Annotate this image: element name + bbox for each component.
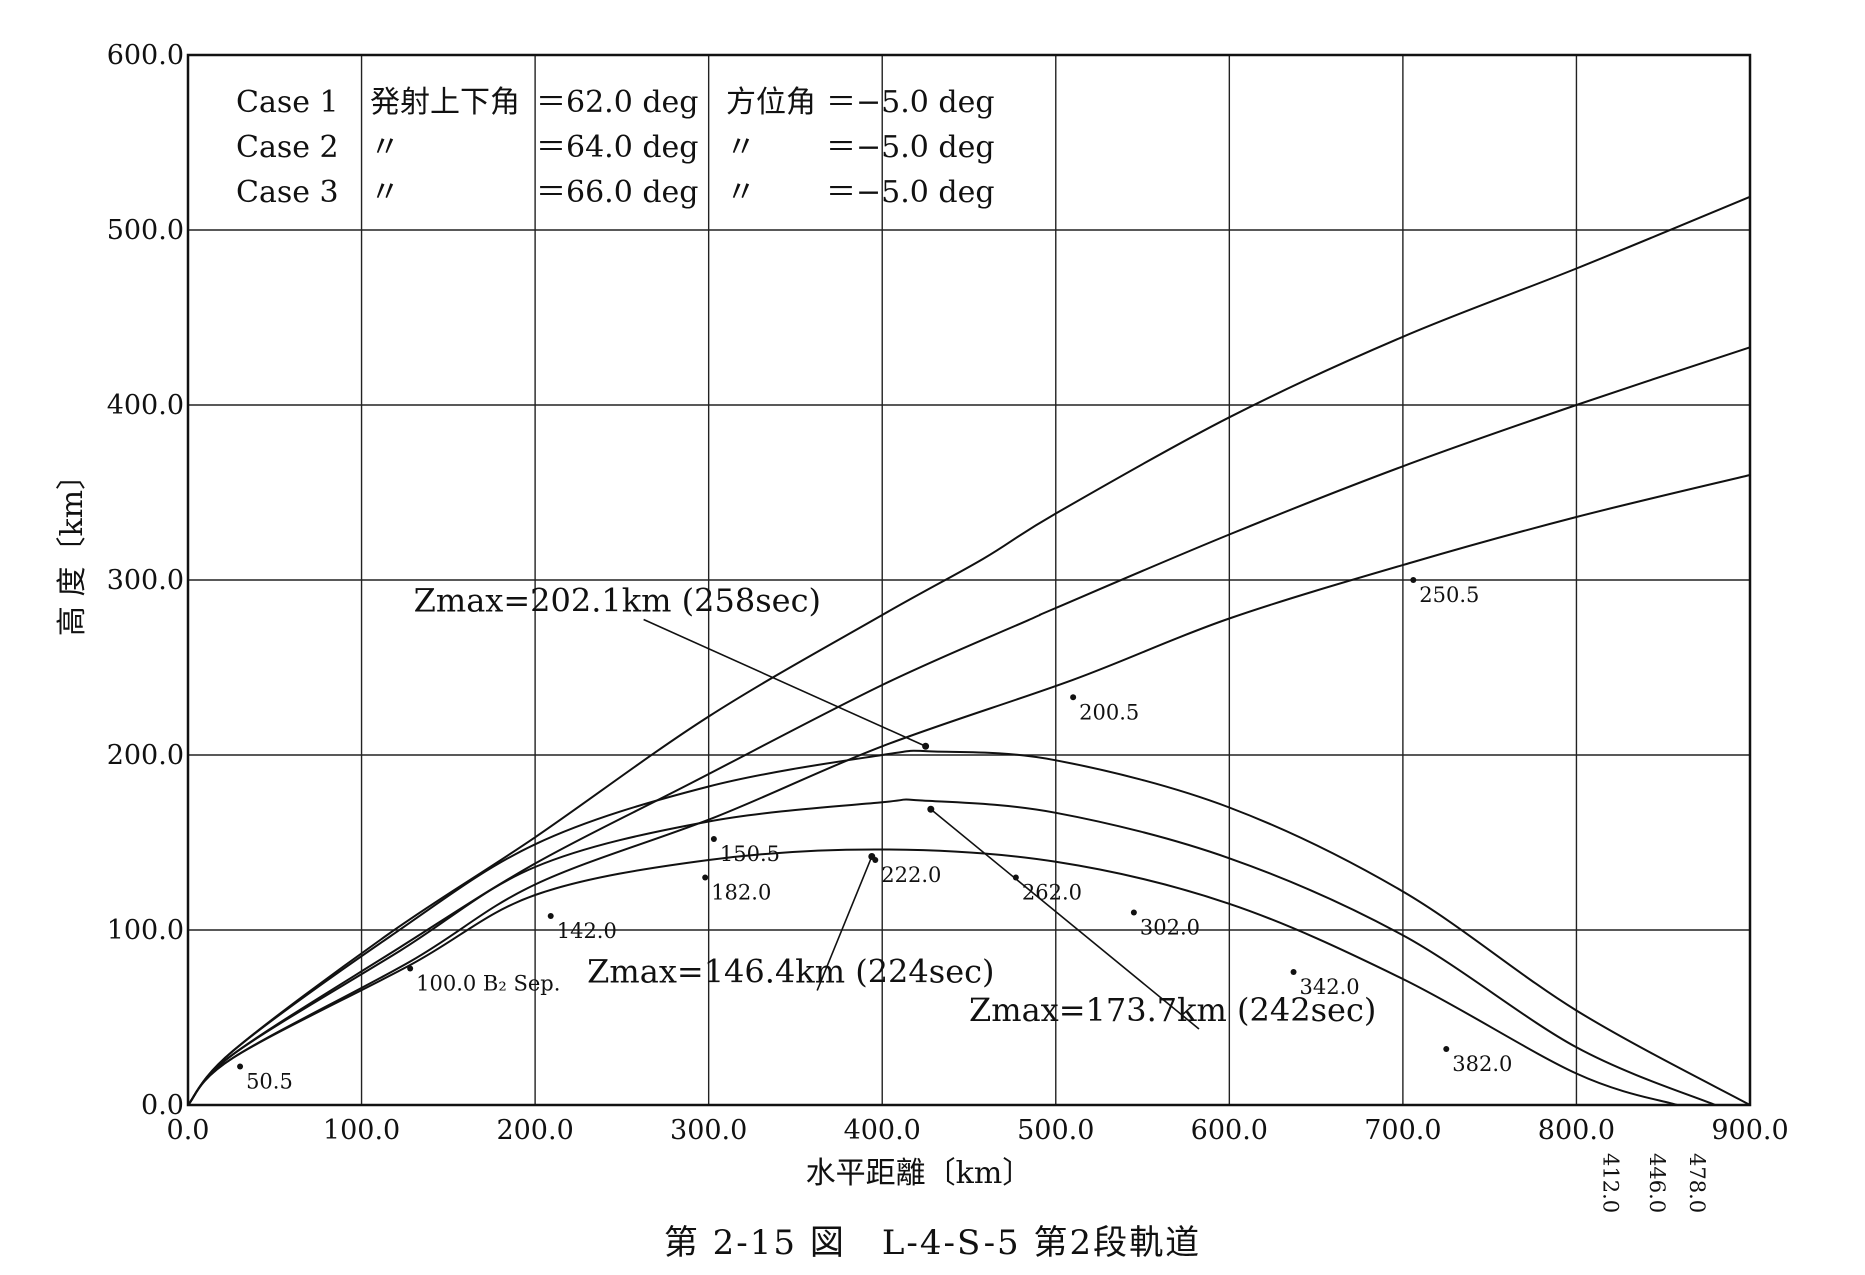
x-tick-label: 400.0 <box>844 1115 921 1146</box>
zmax-annotation: Zmax=202.1km (258sec) <box>414 582 821 620</box>
trajectory-line <box>187 474 1751 1106</box>
time-mark-point <box>702 874 709 881</box>
legend-elevation-value: ＝64.0 deg <box>536 130 699 165</box>
time-mark-point <box>1070 694 1077 701</box>
y-axis-ticks: 0.0 100.0 200.0 300.0 400.0 500.0 600.0 <box>107 40 184 1121</box>
annotation-arrow <box>930 808 1200 1030</box>
impact-label: 412.0 <box>1598 1153 1622 1213</box>
impact-label: 478.0 <box>1685 1153 1709 1213</box>
time-mark-label: 142.0 <box>557 919 617 943</box>
time-mark-label: 342.0 <box>1300 975 1360 999</box>
legend: Case 1 発射上下角 ＝62.0 deg 方位角 ＝−5.0 deg Case 2 〃 ＝… <box>236 85 995 210</box>
figure-caption: 第 2-15 図 L-4-S-5 第2段軌道 <box>663 1223 1202 1263</box>
y-tick-label: 400.0 <box>107 390 184 421</box>
time-mark-point <box>1410 577 1417 583</box>
grid <box>187 54 1751 1106</box>
legend-azimuth-value: ＝−5.0 deg <box>826 175 995 210</box>
legend-case: Case 2 <box>236 130 339 165</box>
time-mark-point <box>237 1063 244 1070</box>
time-mark-label: 382.0 <box>1452 1052 1512 1076</box>
x-tick-label: 500.0 <box>1017 1115 1094 1146</box>
annotation-arrow-head <box>868 853 876 860</box>
x-tick-label: 900.0 <box>1711 1115 1788 1146</box>
x-tick-label: 0.0 <box>167 1115 210 1146</box>
time-marks: 50.5 100.0 B₂ Sep. 142.0 150.5 182.0 222.0 262… <box>237 577 1512 1094</box>
x-axis-ticks: 0.0 100.0 200.0 300.0 400.0 500.0 600.0 700.0 80… <box>167 1115 1789 1146</box>
time-mark-point <box>1443 1046 1450 1052</box>
x-axis-title: 水平距離〔km〕 <box>806 1156 1033 1191</box>
y-tick-label: 600.0 <box>107 40 184 71</box>
annotations: Zmax=202.1km (258sec) Zmax=146.4km (224se… <box>414 582 1376 1030</box>
legend-azimuth-label: 〃 <box>726 130 756 165</box>
time-mark-label: 200.5 <box>1079 700 1139 724</box>
annotation-arrow-head <box>927 805 935 813</box>
time-mark-point <box>407 965 414 972</box>
trajectory-line <box>187 749 1751 1106</box>
time-mark-label: 50.5 <box>246 1070 293 1094</box>
zmax-annotation: Zmax=146.4km (224sec) <box>587 953 994 991</box>
time-mark-point <box>710 836 717 842</box>
impact-labels: 412.0 446.0 478.0 <box>1598 1153 1709 1213</box>
impact-label: 446.0 <box>1645 1153 1669 1213</box>
annotation-arrow-head <box>922 742 930 750</box>
x-tick-label: 100.0 <box>323 1115 400 1146</box>
legend-azimuth-value: ＝−5.0 deg <box>826 85 995 120</box>
legend-elevation-label: 〃 <box>370 130 400 165</box>
x-tick-label: 700.0 <box>1364 1115 1441 1146</box>
trajectory-line <box>187 195 1751 1106</box>
time-mark-point <box>1012 874 1019 881</box>
y-tick-label: 100.0 <box>107 915 184 946</box>
x-tick-label: 800.0 <box>1538 1115 1615 1146</box>
y-tick-label: 200.0 <box>107 740 184 771</box>
time-mark-point <box>547 913 554 919</box>
legend-case: Case 3 <box>236 175 339 210</box>
x-tick-label: 200.0 <box>496 1115 573 1146</box>
legend-case: Case 1 <box>236 85 339 120</box>
legend-elevation-label: 発射上下角 <box>370 85 520 120</box>
trajectory-line <box>187 346 1751 1106</box>
x-tick-label: 300.0 <box>670 1115 747 1146</box>
zmax-annotation: Zmax=173.7km (242sec) <box>969 991 1376 1029</box>
y-tick-label: 300.0 <box>107 565 184 596</box>
time-mark-point <box>1290 969 1297 975</box>
annotation-arrow <box>643 618 926 747</box>
time-mark-label: 302.0 <box>1140 916 1200 940</box>
trajectory-curves <box>187 195 1751 1106</box>
trajectory-line <box>187 848 1678 1106</box>
y-axis-title: 高 度〔km〕 <box>55 460 90 636</box>
time-mark-label: 222.0 <box>881 863 941 887</box>
time-mark-point <box>1130 909 1137 916</box>
x-tick-label: 600.0 <box>1191 1115 1268 1146</box>
legend-elevation-value: ＝62.0 deg <box>536 85 699 120</box>
legend-azimuth-label: 〃 <box>726 175 756 210</box>
time-mark-label: 250.5 <box>1419 583 1479 607</box>
legend-elevation-value: ＝66.0 deg <box>536 175 699 210</box>
legend-elevation-label: 〃 <box>370 175 400 210</box>
trajectory-line <box>187 798 1716 1106</box>
plot-frame <box>186 53 1752 1107</box>
time-mark-label: 182.0 <box>711 881 771 905</box>
time-mark-label: 100.0 B₂ Sep. <box>416 972 560 996</box>
legend-azimuth-label: 方位角 <box>726 85 816 120</box>
annotation-arrow <box>816 856 873 991</box>
time-mark-label: 150.5 <box>720 842 780 866</box>
time-mark-label: 262.0 <box>1022 881 1082 905</box>
y-tick-label: 0.0 <box>141 1090 184 1121</box>
legend-azimuth-value: ＝−5.0 deg <box>826 130 995 165</box>
y-tick-label: 500.0 <box>107 215 184 246</box>
